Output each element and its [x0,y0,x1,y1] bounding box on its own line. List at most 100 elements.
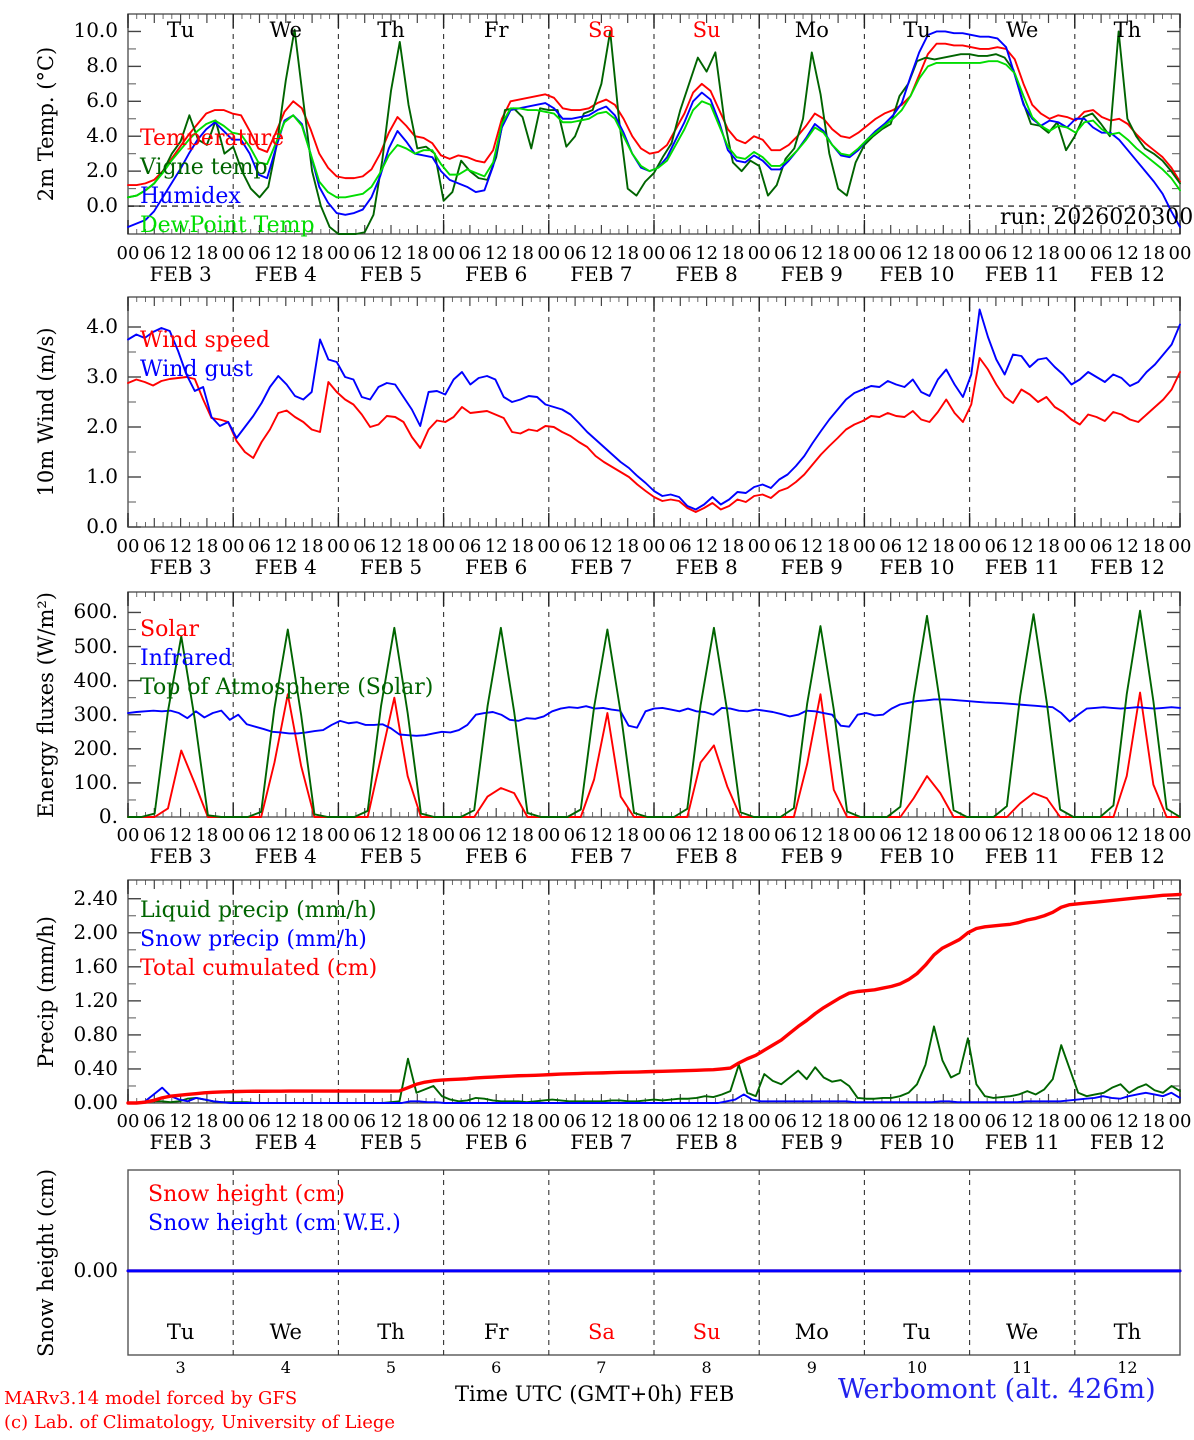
hour-tick-wind-6-0: 00 [747,536,771,557]
hour-tick-temperature-9-0: 00 [1063,243,1087,264]
hour-tick-precip-end: 00 [1168,1111,1192,1132]
hour-tick-energy-1-2: 12 [274,825,298,846]
hour-tick-wind-7-2: 12 [905,536,929,557]
hour-tick-wind-5-3: 18 [721,536,745,557]
hour-tick-precip-1-2: 12 [274,1111,298,1132]
day-label-precip-6: FEB 9 [780,1130,843,1154]
weekday-top-3: Fr [483,18,509,42]
hour-tick-wind-3-2: 12 [484,536,508,557]
y-tick-label-temperature-5: 10.0 [73,18,118,43]
hour-tick-wind-2-2: 12 [379,536,403,557]
hour-tick-temperature-2-0: 00 [326,243,350,264]
y-tick-label-wind-1: 1.0 [86,464,118,488]
day-label-precip-5: FEB 8 [675,1130,738,1154]
hour-tick-energy-8-0: 00 [958,825,982,846]
legend-temperature-0: Temperature [140,126,285,151]
hour-tick-wind-1-1: 06 [248,536,271,557]
hour-tick-precip-1-3: 18 [300,1111,324,1132]
hour-tick-wind-2-1: 06 [353,536,377,557]
hour-tick-precip-6-3: 18 [826,1111,850,1132]
hour-tick-temperature-4-3: 18 [616,243,640,264]
hour-tick-energy-2-2: 12 [379,825,403,846]
day-label-temperature-0: FEB 3 [149,262,212,286]
day-label-wind-2: FEB 5 [359,555,423,579]
hour-tick-precip-3-1: 06 [458,1111,482,1132]
hour-tick-temperature-2-3: 18 [405,243,429,264]
hour-tick-temperature-8-3: 18 [1037,243,1060,264]
legend-snow_height-1: Snow height (cm W.E.) [148,1211,401,1236]
hour-tick-precip-4-3: 18 [616,1111,640,1132]
hour-tick-energy-0-1: 06 [142,825,166,846]
run-label: run: 2026020300 [1000,205,1194,230]
hour-tick-wind-1-3: 18 [300,536,324,557]
weekday-bottom-7: Tu [903,1320,931,1344]
bottom-day-number-8: 11 [1012,1358,1033,1377]
hour-tick-wind-4-1: 06 [563,536,587,557]
day-label-temperature-9: FEB 12 [1089,262,1165,286]
hour-tick-energy-3-3: 18 [511,825,534,846]
y-tick-label-precip-5: 2.00 [73,919,118,944]
day-label-wind-8: FEB 11 [984,555,1060,579]
hour-tick-energy-2-3: 18 [405,825,429,846]
hour-tick-wind-7-0: 00 [852,536,876,557]
y-tick-label-precip-0: 0.00 [73,1090,118,1114]
legend-precip-0: Liquid precip (mm/h) [140,898,377,923]
hour-tick-energy-8-1: 06 [984,825,1008,846]
hour-tick-precip-2-1: 06 [353,1111,377,1132]
day-label-energy-9: FEB 12 [1089,844,1165,868]
hour-tick-energy-1-1: 06 [248,825,271,846]
legend-temperature-3: DewPoint Temp [140,213,315,238]
day-label-temperature-1: FEB 4 [254,262,317,286]
weekday-top-8: We [1006,18,1039,42]
y-tick-label-precip-4: 1.60 [73,953,118,978]
hour-tick-temperature-1-0: 00 [221,243,245,264]
hour-tick-energy-5-1: 06 [668,825,692,846]
weekday-top-9: Th [1113,18,1142,42]
day-label-energy-5: FEB 8 [675,844,738,868]
hour-tick-temperature-0-2: 12 [169,243,193,264]
y-tick-label-precip-2: 0.80 [73,1021,118,1046]
hour-tick-precip-9-2: 12 [1115,1111,1139,1132]
hour-tick-precip-8-1: 06 [984,1111,1008,1132]
hour-tick-temperature-9-2: 12 [1115,243,1139,264]
bottom-day-number-2: 5 [385,1358,397,1377]
day-label-temperature-4: FEB 7 [570,262,633,286]
hour-tick-temperature-2-1: 06 [353,243,377,264]
weekday-top-1: We [269,18,302,42]
y-tick-label-temperature-3: 6.0 [86,88,118,113]
day-label-precip-1: FEB 4 [254,1130,317,1154]
weekday-bottom-1: We [269,1320,302,1344]
y-tick-label-temperature-4: 8.0 [86,53,118,78]
hour-tick-energy-5-2: 12 [695,825,719,846]
day-label-energy-0: FEB 3 [149,844,212,868]
weekday-bottom-9: Th [1113,1320,1142,1344]
y-tick-label-energy-4: 400. [73,667,118,692]
y-tick-label-energy-3: 300. [73,701,118,726]
day-label-temperature-7: FEB 10 [879,262,955,286]
hour-tick-temperature-8-0: 00 [958,243,982,264]
hour-tick-temperature-8-1: 06 [984,243,1008,264]
legend-temperature-1: Vigne temp [140,155,268,180]
hour-tick-wind-2-0: 00 [326,536,350,557]
legend-temperature-2: Humidex [140,184,241,209]
day-label-wind-4: FEB 7 [570,555,633,579]
day-label-energy-4: FEB 7 [570,844,633,868]
bottom-day-number-3: 6 [491,1358,502,1377]
hour-tick-precip-5-2: 12 [695,1111,719,1132]
hour-tick-wind-4-3: 18 [616,536,640,557]
hour-tick-energy-4-1: 06 [563,825,587,846]
y-tick-label-wind-3: 3.0 [86,364,118,388]
y-tick-label-temperature-0: 0.0 [86,193,118,218]
time-axis-label: Time UTC (GMT+0h) FEB [455,1382,735,1406]
hour-tick-precip-0-0: 00 [116,1111,140,1132]
day-label-wind-0: FEB 3 [149,555,212,579]
weekday-bottom-5: Su [692,1320,721,1344]
day-label-temperature-2: FEB 5 [359,262,423,286]
hour-tick-energy-7-3: 18 [931,825,955,846]
hour-tick-temperature-1-3: 18 [300,243,324,264]
hour-tick-energy-2-0: 00 [326,825,350,846]
hour-tick-precip-7-3: 18 [931,1111,955,1132]
hour-tick-temperature-1-1: 06 [248,243,271,264]
hour-tick-precip-4-2: 12 [589,1111,613,1132]
